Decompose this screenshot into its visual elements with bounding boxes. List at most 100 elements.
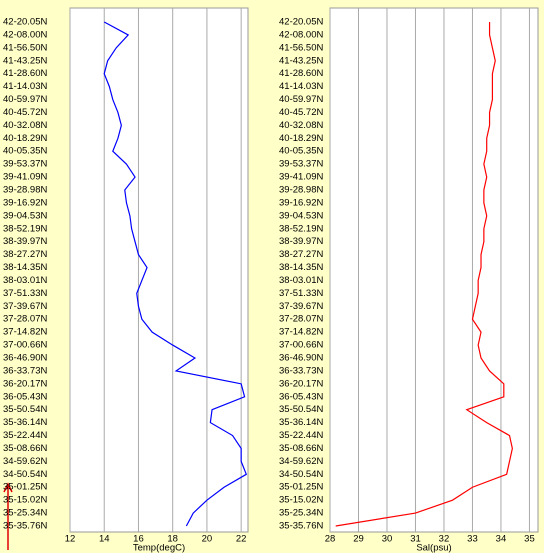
x-tick-label: 16 (133, 534, 144, 545)
y-tick-label: 40-45.72N (279, 107, 324, 118)
y-tick-label: 40-59.97N (3, 94, 48, 105)
y-tick-label: 35-36.14N (279, 417, 324, 428)
x-tick-label: 33 (467, 534, 478, 545)
arrow-head (3, 482, 13, 493)
y-tick-label: 42-20.05N (279, 17, 324, 28)
y-tick-label: 40-05.35N (279, 146, 324, 157)
x-tick-label: 30 (382, 534, 393, 545)
y-tick-label: 38-52.19N (3, 223, 48, 234)
y-tick-label: 41-43.25N (3, 55, 48, 66)
y-tick-label: 36-05.43N (3, 391, 48, 402)
y-tick-label: 42-08.00N (3, 29, 48, 40)
y-tick-label: 35-01.25N (3, 482, 48, 493)
y-tick-label: 40-32.08N (279, 120, 324, 131)
y-tick-label: 39-16.92N (3, 197, 48, 208)
y-tick-label: 40-59.97N (279, 94, 324, 105)
y-tick-label: 37-00.66N (3, 340, 48, 351)
y-tick-label: 39-41.09N (3, 172, 48, 183)
y-tick-label: 35-08.66N (279, 443, 324, 454)
x-tick-label: 18 (167, 534, 178, 545)
y-tick-label: 35-35.76N (279, 521, 324, 532)
y-tick-label: 38-39.97N (279, 236, 324, 247)
y-tick-label: 37-14.82N (3, 327, 48, 338)
y-tick-label: 35-22.44N (279, 430, 324, 441)
y-tick-label: 37-28.07N (279, 314, 324, 325)
y-tick-label: 41-43.25N (279, 55, 324, 66)
y-tick-label: 40-45.72N (3, 107, 48, 118)
y-tick-label: 39-28.98N (3, 185, 48, 196)
y-tick-label: 35-15.02N (3, 495, 48, 506)
y-tick-label: 37-51.33N (279, 288, 324, 299)
x-tick-label: 31 (410, 534, 421, 545)
y-tick-label: 38-14.35N (3, 262, 48, 273)
y-tick-label: 35-50.54N (279, 404, 324, 415)
x-tick-label: 29 (353, 534, 364, 545)
y-tick-label: 41-28.60N (279, 68, 324, 79)
y-tick-label: 37-39.67N (3, 301, 48, 312)
y-tick-label: 39-28.98N (279, 185, 324, 196)
y-tick-label: 36-20.17N (3, 378, 48, 389)
x-tick-label: 28 (325, 534, 336, 545)
data-line (103, 21, 248, 527)
y-tick-label: 40-32.08N (3, 120, 48, 131)
y-tick-label: 38-39.97N (3, 236, 48, 247)
y-tick-label: 40-05.35N (3, 146, 48, 157)
y-tick-label: 42-20.05N (3, 17, 48, 28)
y-tick-label: 35-50.54N (3, 404, 48, 415)
y-tick-label: 35-35.76N (3, 521, 48, 532)
y-tick-label: 41-56.50N (3, 42, 48, 53)
y-tick-label: 38-27.27N (279, 249, 324, 260)
x-tick-label: 22 (236, 534, 247, 545)
y-tick-label: 41-28.60N (3, 68, 48, 79)
y-tick-label: 35-08.66N (3, 443, 48, 454)
y-tick-label: 36-05.43N (279, 391, 324, 402)
y-tick-label: 41-56.50N (279, 42, 324, 53)
y-tick-label: 39-41.09N (279, 172, 324, 183)
y-tick-label: 38-27.27N (3, 249, 48, 260)
y-tick-label: 38-03.01N (279, 275, 324, 286)
y-tick-label: 35-25.34N (3, 508, 48, 519)
y-tick-label: 39-04.53N (3, 210, 48, 221)
y-tick-label: 35-15.02N (279, 495, 324, 506)
y-tick-label: 37-28.07N (3, 314, 48, 325)
y-tick-label: 35-25.34N (279, 508, 324, 519)
y-tick-label: 37-00.66N (279, 340, 324, 351)
x-tick-label: 32 (439, 534, 450, 545)
x-axis-title: Sal(psu) (416, 543, 451, 553)
plot-area (69, 7, 249, 533)
y-tick-label: 39-04.53N (279, 210, 324, 221)
y-tick-label: 37-14.82N (279, 327, 324, 338)
y-tick-label: 36-33.73N (3, 365, 48, 376)
x-tick-label: 34 (496, 534, 507, 545)
y-tick-label: 39-16.92N (279, 197, 324, 208)
y-tick-label: 39-53.37N (3, 159, 48, 170)
y-tick-label: 36-46.90N (3, 353, 48, 364)
y-tick-label: 34-50.54N (3, 469, 48, 480)
y-tick-label: 35-36.14N (3, 417, 48, 428)
y-tick-label: 41-14.03N (3, 81, 48, 92)
y-tick-label: 38-52.19N (279, 223, 324, 234)
data-line (335, 22, 513, 527)
y-tick-label: 38-14.35N (279, 262, 324, 273)
y-tick-label: 35-01.25N (279, 482, 324, 493)
y-tick-label: 35-22.44N (3, 430, 48, 441)
y-tick-label: 36-46.90N (279, 353, 324, 364)
x-tick-label: 14 (99, 534, 110, 545)
x-tick-label: 12 (65, 534, 76, 545)
y-tick-label: 40-18.29N (279, 133, 324, 144)
y-tick-label: 41-14.03N (279, 81, 324, 92)
y-tick-label: 38-03.01N (3, 275, 48, 286)
y-tick-label: 34-59.62N (3, 456, 48, 467)
plot-area (329, 7, 539, 533)
x-axis-title: Temp(degC) (133, 543, 185, 553)
x-tick-label: 35 (524, 534, 535, 545)
y-tick-label: 36-20.17N (279, 378, 324, 389)
y-tick-label: 37-51.33N (3, 288, 48, 299)
y-tick-label: 34-50.54N (279, 469, 324, 480)
x-tick-label: 20 (202, 534, 213, 545)
y-tick-label: 39-53.37N (279, 159, 324, 170)
y-tick-label: 34-59.62N (279, 456, 324, 467)
y-tick-label: 36-33.73N (279, 365, 324, 376)
y-tick-label: 42-08.00N (279, 29, 324, 40)
